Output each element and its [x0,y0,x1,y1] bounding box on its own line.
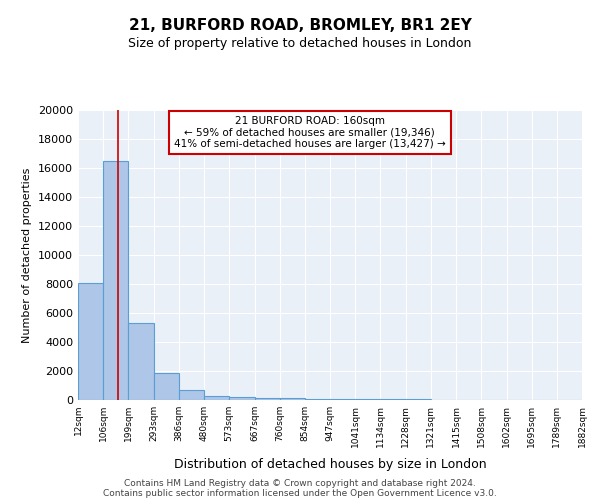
Bar [254,398,280,400]
Text: 21, BURFORD ROAD, BROMLEY, BR1 2EY: 21, BURFORD ROAD, BROMLEY, BR1 2EY [128,18,472,32]
X-axis label: Distribution of detached houses by size in London: Distribution of detached houses by size … [173,458,487,471]
Text: Contains public sector information licensed under the Open Government Licence v3: Contains public sector information licen… [103,488,497,498]
Bar [179,390,204,400]
Bar [154,373,179,400]
Bar [78,282,103,400]
Text: 21 BURFORD ROAD: 160sqm
← 59% of detached houses are smaller (19,346)
41% of sem: 21 BURFORD ROAD: 160sqm ← 59% of detache… [174,116,446,149]
Bar [330,399,355,400]
Text: Contains HM Land Registry data © Crown copyright and database right 2024.: Contains HM Land Registry data © Crown c… [124,478,476,488]
Y-axis label: Number of detached properties: Number of detached properties [22,168,32,342]
Bar [103,161,128,400]
Bar [229,397,254,400]
Bar [355,399,380,400]
Text: Size of property relative to detached houses in London: Size of property relative to detached ho… [128,38,472,51]
Bar [128,323,154,400]
Bar [280,398,305,400]
Bar [305,398,330,400]
Bar [204,396,229,400]
